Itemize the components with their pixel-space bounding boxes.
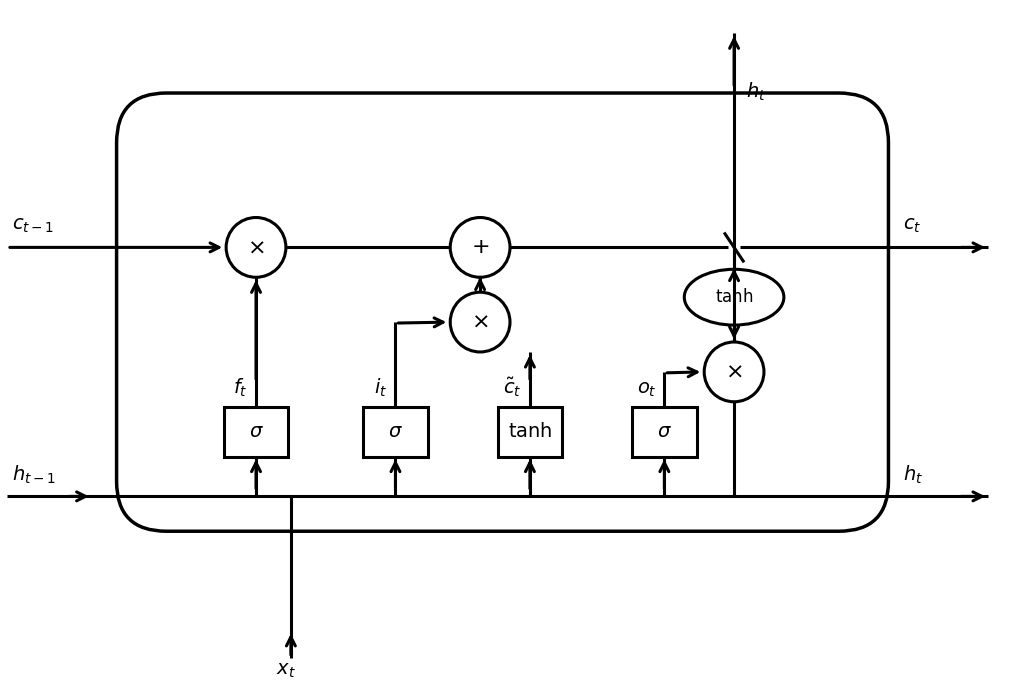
Text: $\mathrm{tanh}$: $\mathrm{tanh}$ bbox=[508, 422, 552, 441]
FancyBboxPatch shape bbox=[363, 407, 428, 457]
FancyBboxPatch shape bbox=[117, 93, 888, 531]
Text: $h_{t-1}$: $h_{t-1}$ bbox=[12, 464, 56, 486]
Text: $\sigma$: $\sigma$ bbox=[657, 422, 672, 441]
Text: $h_t$: $h_t$ bbox=[746, 80, 766, 103]
Text: $\times$: $\times$ bbox=[248, 238, 265, 258]
Text: $\sigma$: $\sigma$ bbox=[388, 422, 403, 441]
FancyBboxPatch shape bbox=[223, 407, 288, 457]
Text: $+$: $+$ bbox=[471, 238, 489, 258]
Text: $i_t$: $i_t$ bbox=[375, 376, 388, 398]
Text: $c_t$: $c_t$ bbox=[903, 216, 922, 236]
Text: $o_t$: $o_t$ bbox=[636, 380, 657, 398]
FancyBboxPatch shape bbox=[497, 407, 562, 457]
Text: $c_{t-1}$: $c_{t-1}$ bbox=[12, 216, 54, 236]
Text: $\sigma$: $\sigma$ bbox=[249, 422, 264, 441]
Text: $x_t$: $x_t$ bbox=[276, 661, 295, 679]
Text: $f_t$: $f_t$ bbox=[233, 376, 248, 398]
Text: $\times$: $\times$ bbox=[726, 362, 743, 382]
FancyBboxPatch shape bbox=[632, 407, 696, 457]
Text: $\mathrm{tanh}$: $\mathrm{tanh}$ bbox=[715, 288, 753, 306]
Text: $\tilde{c}_t$: $\tilde{c}_t$ bbox=[503, 375, 522, 398]
Text: $h_t$: $h_t$ bbox=[903, 464, 924, 486]
Text: $\times$: $\times$ bbox=[471, 312, 489, 332]
